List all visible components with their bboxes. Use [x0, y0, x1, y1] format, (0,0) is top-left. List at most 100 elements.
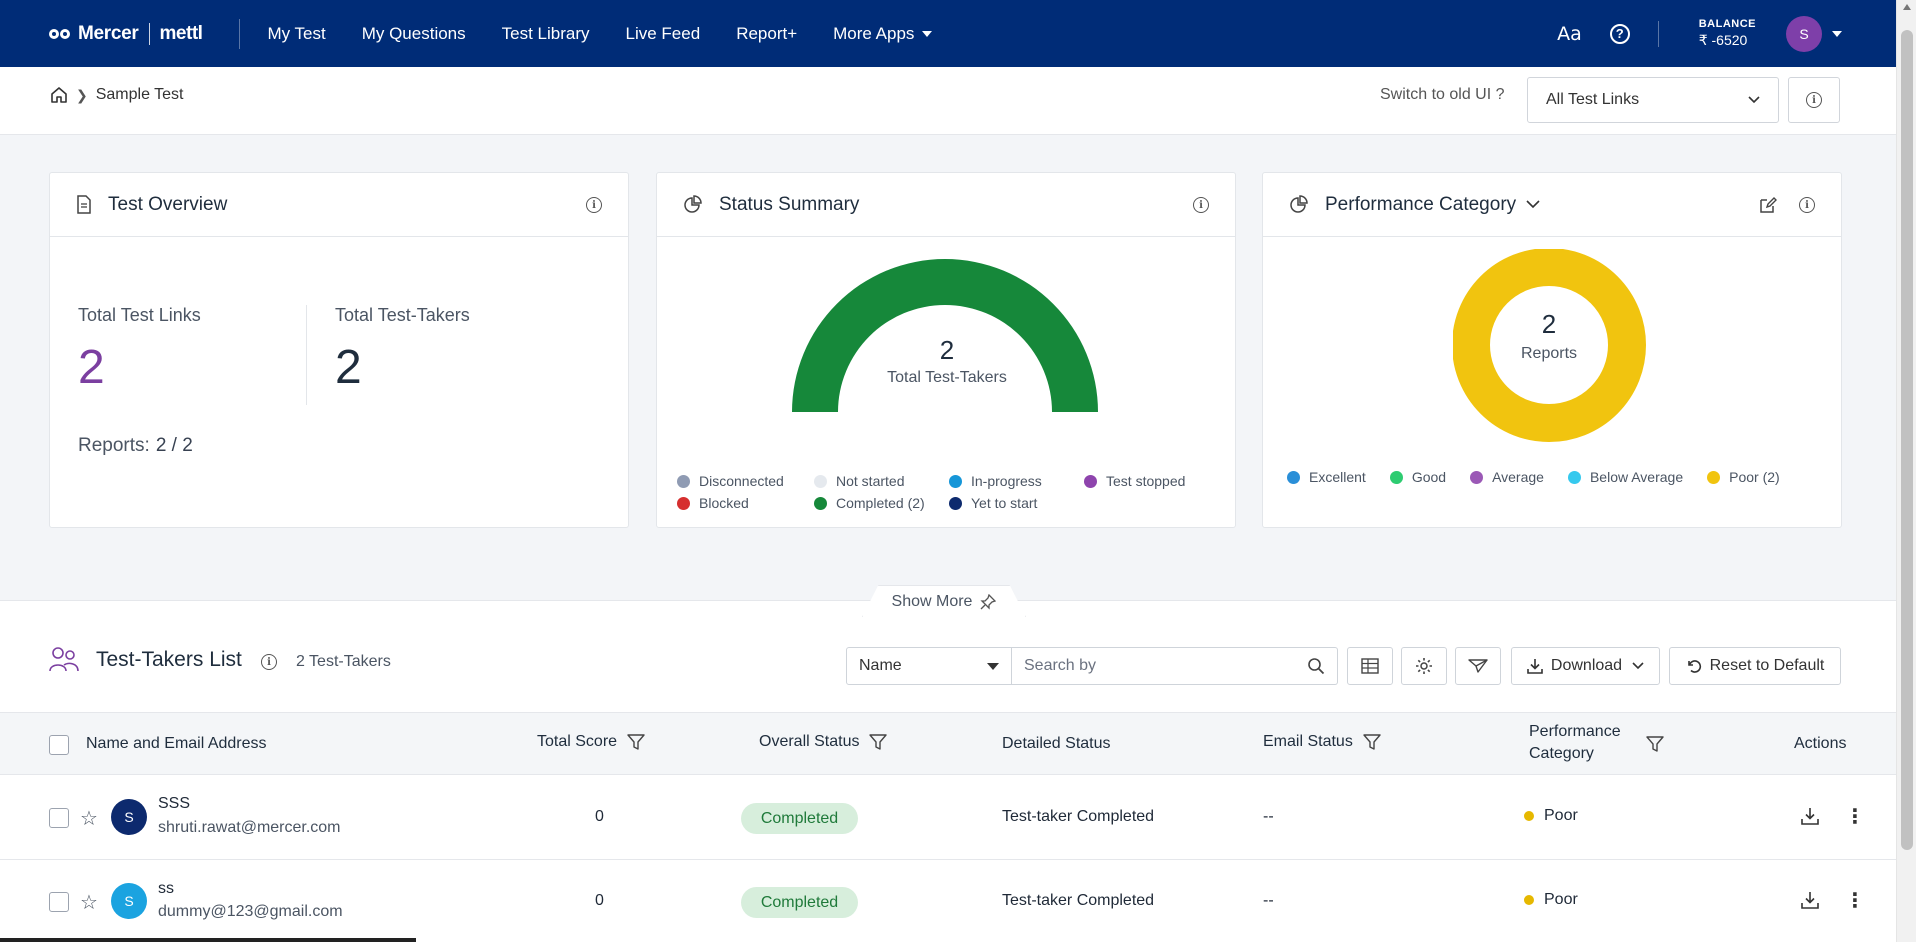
page-scrollbar[interactable]	[1896, 0, 1916, 942]
legend-poor[interactable]: Poor (2)	[1707, 469, 1780, 485]
pin-icon	[980, 593, 997, 610]
pie-chart-icon	[1290, 194, 1308, 213]
column-label: Category	[1529, 745, 1594, 762]
column-label: Total Score	[537, 733, 618, 750]
test-takers-list-title: Test-Takers List	[96, 648, 242, 671]
help-icon[interactable]: ?	[1609, 23, 1630, 44]
table-row[interactable]: ☆ S ss dummy@123@gmail.com 0 Completed T…	[0, 860, 1896, 942]
top-right-controls: Aa ? BALANCE ₹ -6520 S	[1557, 0, 1896, 67]
nav-live-feed[interactable]: Live Feed	[625, 23, 701, 43]
legend-label: Blocked	[699, 495, 749, 511]
status-gauge-chart	[792, 259, 1098, 412]
nav-report-plus[interactable]: Report+	[736, 23, 798, 43]
legend-in-progress[interactable]: In-progress	[949, 473, 1084, 489]
legend-dot	[1389, 470, 1403, 484]
filter-icon[interactable]	[1646, 736, 1664, 752]
legend-below-average[interactable]: Below Average	[1567, 469, 1683, 485]
donut-poor-segment[interactable]	[1453, 249, 1646, 442]
scroll-up-arrow-icon[interactable]	[1903, 4, 1911, 10]
filter-icon[interactable]	[1363, 734, 1381, 750]
search-field-select[interactable]: Name	[846, 647, 1012, 685]
reset-label: Reset to Default	[1709, 657, 1825, 674]
legend-yet-to-start[interactable]: Yet to start	[949, 495, 1084, 511]
star-icon[interactable]: ☆	[80, 890, 98, 914]
chevron-down-icon[interactable]	[1526, 200, 1540, 209]
send-invite-button[interactable]	[1455, 647, 1501, 685]
search-box	[1012, 647, 1338, 685]
test-links-select[interactable]: All Test Links	[1527, 77, 1779, 123]
info-icon[interactable]: i	[1799, 197, 1815, 213]
column-label: Actions	[1794, 735, 1847, 752]
legend-excellent[interactable]: Excellent	[1287, 469, 1366, 485]
legend-test-stopped[interactable]: Test stopped	[1084, 473, 1204, 489]
star-icon[interactable]: ☆	[80, 806, 98, 830]
legend-label: Poor (2)	[1729, 469, 1780, 485]
filter-icon[interactable]	[627, 734, 645, 750]
reset-to-default-button[interactable]: Reset to Default	[1669, 647, 1841, 685]
row-checkbox[interactable]	[49, 808, 69, 828]
brand-mettl-text: mettl	[159, 22, 203, 44]
nav-my-questions[interactable]: My Questions	[361, 23, 466, 43]
status-legend: Disconnected Not started In-progress Tes…	[677, 473, 1227, 517]
search-icon[interactable]	[1307, 657, 1325, 675]
taker-email: shruti.rawat@mercer.com	[158, 819, 341, 836]
performance-title[interactable]: Performance Category	[1325, 193, 1517, 215]
row-checkbox[interactable]	[49, 892, 69, 912]
info-icon[interactable]: i	[586, 197, 602, 213]
download-icon[interactable]	[1801, 891, 1819, 909]
info-icon[interactable]: i	[261, 654, 277, 670]
nav-my-test[interactable]: My Test	[267, 23, 326, 43]
user-menu-caret-icon[interactable]	[1832, 30, 1842, 37]
breadcrumb-current: Sample Test	[95, 86, 184, 103]
search-input[interactable]	[1024, 657, 1284, 675]
home-icon[interactable]	[50, 86, 68, 104]
breadcrumb-chevron-icon: ❯	[76, 86, 88, 103]
total-takers-value: 2	[335, 341, 362, 394]
more-vertical-icon[interactable]: ⋮	[1845, 806, 1865, 828]
switch-old-ui-link[interactable]: Switch to old UI ?	[1380, 86, 1505, 103]
page-info-button[interactable]: i	[1788, 77, 1840, 123]
legend-good[interactable]: Good	[1389, 469, 1446, 485]
brand-divider	[148, 22, 150, 45]
table-header: Name and Email Address Total Score Overa…	[0, 712, 1896, 775]
column-detailed-status: Detailed Status	[1002, 735, 1111, 753]
brand-logo[interactable]: Mercer mettl	[48, 0, 203, 67]
nav-test-library[interactable]: Test Library	[501, 23, 590, 43]
font-size-icon[interactable]: Aa	[1557, 22, 1582, 45]
legend-dot	[1707, 470, 1721, 484]
gauge-completed-segment[interactable]	[792, 259, 1098, 412]
more-vertical-icon[interactable]: ⋮	[1845, 890, 1865, 912]
reset-icon	[1687, 660, 1701, 673]
column-overall-status: Overall Status	[759, 733, 888, 751]
legend-blocked[interactable]: Blocked	[677, 495, 814, 511]
total-links-value[interactable]: 2	[78, 341, 105, 394]
scroll-thumb[interactable]	[1901, 30, 1913, 850]
filter-icon[interactable]	[869, 734, 888, 750]
info-icon: i	[1806, 92, 1822, 108]
table-row[interactable]: ☆ S SSS shruti.rawat@mercer.com 0 Comple…	[0, 775, 1896, 860]
taker-name[interactable]: SSS	[158, 795, 191, 812]
legend-label: Excellent	[1309, 469, 1366, 485]
nav-more-apps[interactable]: More Apps	[833, 24, 933, 44]
show-more-toggle[interactable]: Show More	[862, 585, 1026, 617]
total-takers-label: Total Test-Takers	[335, 305, 470, 325]
select-all-checkbox[interactable]	[49, 735, 69, 755]
legend-completed[interactable]: Completed (2)	[814, 495, 949, 511]
column-label: Detailed Status	[1002, 735, 1111, 752]
user-avatar[interactable]: S	[1786, 15, 1822, 52]
email-status: --	[1263, 892, 1274, 909]
legend-disconnected[interactable]: Disconnected	[677, 473, 814, 489]
legend-not-started[interactable]: Not started	[814, 473, 949, 489]
edit-icon[interactable]	[1759, 196, 1777, 214]
donut-center-label: Reports	[1520, 345, 1578, 362]
download-icon[interactable]	[1801, 807, 1819, 825]
legend-average[interactable]: Average	[1470, 469, 1544, 485]
settings-button[interactable]	[1401, 647, 1447, 685]
column-view-button[interactable]	[1347, 647, 1393, 685]
download-button[interactable]: Download	[1511, 647, 1660, 685]
legend-dot	[1470, 470, 1484, 484]
info-icon[interactable]: i	[1193, 197, 1209, 213]
performance-value: Poor	[1524, 807, 1578, 825]
taker-name[interactable]: ss	[158, 880, 174, 897]
legend-dot	[1287, 470, 1300, 484]
